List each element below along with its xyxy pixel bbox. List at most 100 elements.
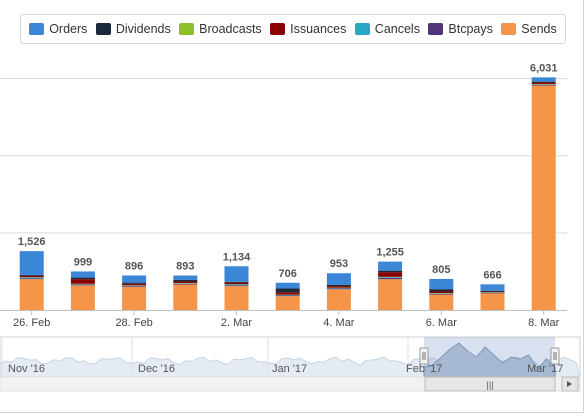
bar-cancels: [224, 284, 249, 286]
bar-btcpays: [224, 285, 249, 287]
navigator-label: Nov '16: [8, 363, 45, 375]
legend-swatch: [501, 23, 517, 35]
bar-total-label: 1,255: [376, 247, 404, 259]
legend-item-btcpays[interactable]: Btcpays: [428, 22, 493, 36]
bar-btcpays: [531, 84, 556, 86]
bar-issuances: [19, 275, 44, 278]
bar-sends: [275, 296, 300, 310]
bar-total-label: 666: [483, 269, 501, 281]
bar-sends: [70, 285, 95, 310]
bar-dividends: [70, 277, 95, 280]
legend-swatch: [428, 23, 444, 35]
bar-total-label: 1,134: [223, 251, 251, 263]
navigator-left-handle[interactable]: [419, 347, 429, 365]
chevron-right-icon: [567, 381, 572, 387]
scrollbar-thumb[interactable]: [424, 376, 556, 392]
bar-orders: [378, 261, 403, 271]
bar-total-label: 1,526: [18, 236, 46, 248]
bar-issuances: [122, 283, 147, 286]
legend-item-issuances[interactable]: Issuances: [270, 22, 346, 36]
bar-dividends: [429, 289, 454, 292]
navigator-right-handle[interactable]: [550, 347, 560, 365]
legend-item-broadcasts[interactable]: Broadcasts: [179, 22, 262, 36]
bar-issuances: [531, 82, 556, 84]
x-tick-label: 4. Mar: [323, 317, 355, 329]
bar-total-label: 805: [432, 264, 450, 276]
bar-btcpays: [173, 283, 198, 285]
bar-dividends: [224, 281, 249, 283]
bar-btcpays: [429, 293, 454, 295]
bar-total-label: 893: [176, 261, 194, 273]
bar-btcpays: [326, 288, 351, 290]
bar-sends: [224, 286, 249, 310]
bar-btcpays: [378, 277, 403, 280]
legend-label: Issuances: [290, 22, 347, 36]
bar-sends: [19, 279, 44, 310]
bar-issuances: [326, 286, 351, 288]
bar-issuances: [275, 292, 300, 295]
bar-orders: [173, 275, 198, 280]
bar-sends: [326, 289, 351, 310]
bar-issuances: [70, 279, 95, 284]
bar-orders: [122, 275, 147, 283]
bar-issuances: [429, 291, 454, 294]
legend-label: Orders: [49, 22, 88, 36]
bar-dividends: [480, 290, 505, 292]
bar-dividends: [19, 274, 44, 276]
bar-issuances: [173, 281, 198, 283]
x-tick-label: 2. Mar: [221, 317, 253, 329]
bar-total-label: 999: [74, 256, 92, 268]
bar-dividends: [326, 284, 351, 287]
bar-orders: [480, 284, 505, 291]
legend-label: Btcpays: [448, 22, 493, 36]
navigator-label: Dec '16: [138, 363, 175, 375]
bar-issuances: [480, 291, 505, 293]
legend-swatch: [95, 23, 111, 35]
bar-orders: [70, 271, 95, 278]
navigator-label: Mar '17: [527, 363, 563, 375]
x-tick-label: 8. Mar: [528, 317, 560, 329]
bar-dividends: [275, 288, 300, 293]
x-tick-label: 28. Feb: [115, 317, 152, 329]
bar-btcpays: [275, 295, 300, 297]
legend-swatch: [270, 23, 286, 35]
legend-swatch: [354, 23, 370, 35]
x-tick-label: 6. Mar: [426, 317, 458, 329]
x-tick-label: 26. Feb: [13, 317, 50, 329]
bar-total-label: 953: [330, 258, 348, 270]
bar-orders: [429, 278, 454, 290]
bar-orders: [275, 282, 300, 289]
bar-dividends: [531, 81, 556, 83]
bar-cancels: [378, 277, 403, 278]
legend-item-dividends[interactable]: Dividends: [95, 22, 171, 36]
bar-dividends: [173, 279, 198, 282]
bar-sends: [531, 85, 556, 310]
legend-item-orders[interactable]: Orders: [29, 22, 87, 36]
bar-cancels: [19, 277, 44, 279]
legend-label: Dividends: [115, 22, 171, 36]
legend-label: Sends: [521, 22, 557, 36]
bar-orders: [326, 273, 351, 285]
legend-label: Cancels: [374, 22, 420, 36]
bar-btcpays: [19, 278, 44, 280]
bar-sends: [122, 286, 147, 310]
legend-swatch: [179, 23, 195, 35]
navigator-label: Feb '17: [406, 363, 442, 375]
legend-item-sends[interactable]: Sends: [501, 22, 557, 36]
bar-total-label: 6,031: [530, 62, 558, 74]
bar-issuances: [224, 282, 249, 285]
bar-sends: [378, 279, 403, 310]
legend-label: Broadcasts: [199, 22, 262, 36]
bar-sends: [480, 293, 505, 310]
bar-total-label: 706: [279, 268, 297, 280]
legend: Orders Dividends Broadcasts Issuances Cancel…: [20, 14, 566, 44]
bar-dividends: [378, 270, 403, 273]
bar-orders: [224, 266, 249, 282]
legend-item-cancels[interactable]: Cancels: [354, 22, 420, 36]
bar-sends: [429, 294, 454, 310]
navigator-label: Jan '17: [272, 363, 307, 375]
bar-btcpays: [70, 284, 95, 286]
bar-orders: [531, 77, 556, 82]
